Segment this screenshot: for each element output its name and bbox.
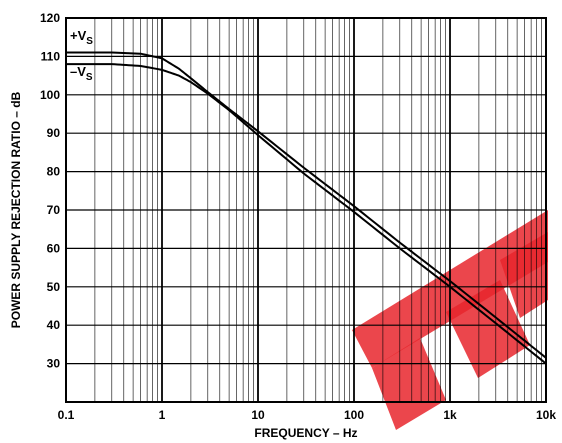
x-tick-label: 1 bbox=[159, 408, 166, 422]
x-tick-label: 100 bbox=[344, 408, 364, 422]
series-labels: +VS –VS bbox=[70, 28, 93, 83]
y-tick-label: 110 bbox=[41, 49, 61, 63]
series-label-plus-vs: +VS bbox=[70, 28, 93, 47]
watermark-letter bbox=[372, 338, 446, 430]
x-tick-label: 1k bbox=[443, 408, 457, 422]
x-axis-title: FREQUENCY – Hz bbox=[254, 426, 357, 440]
x-tick-label: 10k bbox=[536, 408, 556, 422]
series-label-minus-vs: –VS bbox=[70, 64, 93, 83]
chart-series bbox=[66, 51, 547, 365]
y-tick-label: 90 bbox=[47, 126, 61, 140]
watermark-letter bbox=[500, 232, 548, 318]
series-line-minus-vs bbox=[66, 63, 547, 365]
y-tick-label: 60 bbox=[47, 241, 61, 255]
x-tick-label: 10 bbox=[251, 408, 265, 422]
y-tick-label: 50 bbox=[47, 280, 61, 294]
y-axis-title: POWER SUPPLY REJECTION RATIO – dB bbox=[9, 91, 23, 328]
y-tick-label: 30 bbox=[47, 357, 61, 371]
y-tick-label: 120 bbox=[40, 11, 60, 25]
y-tick-label: 40 bbox=[47, 318, 61, 332]
watermark-letter bbox=[446, 280, 530, 378]
plot-frame bbox=[65, 17, 547, 403]
y-tick-label: 70 bbox=[47, 203, 61, 217]
y-tick-label: 100 bbox=[40, 88, 60, 102]
x-tick-label: 0.1 bbox=[58, 408, 75, 422]
y-tick-label: 80 bbox=[47, 165, 61, 179]
